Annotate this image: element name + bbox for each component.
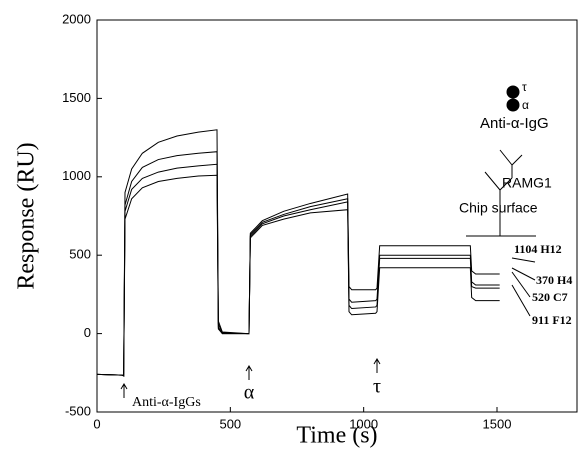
- x-tick-label: 1000: [349, 416, 378, 431]
- annotation: α: [522, 98, 529, 112]
- series-label: 370 H4: [536, 273, 572, 287]
- series-label: 1104 H12: [514, 242, 562, 256]
- annotation: τ: [373, 376, 381, 398]
- series-label: 911 F12: [532, 313, 572, 327]
- series-line: [96, 151, 500, 377]
- annotation: Anti-α-IgG: [480, 115, 549, 132]
- y-tick-label: 500: [69, 247, 91, 262]
- annotation: τ: [522, 80, 527, 94]
- y-tick-label: 1500: [62, 90, 91, 105]
- y-axis-label: Response (RU): [14, 142, 40, 289]
- annotation: RAMG1: [502, 175, 552, 191]
- y-tick-label: 0: [84, 325, 91, 340]
- series-label: 520 C7: [532, 290, 568, 304]
- series-line: [96, 129, 500, 377]
- series-line: [96, 174, 500, 377]
- y-tick-label: 2000: [62, 11, 91, 26]
- annotation: α: [244, 382, 255, 404]
- y-tick-label: 1000: [62, 168, 91, 183]
- inset-diagram: [466, 85, 536, 237]
- label-arrows: [511, 257, 536, 317]
- annotation: Anti-α-IgGs: [132, 395, 201, 410]
- x-tick-label: 1500: [483, 416, 512, 431]
- y-tick-label: -500: [65, 403, 91, 418]
- plot-frame: [96, 19, 578, 413]
- x-tick-label: 0: [93, 416, 100, 431]
- x-axis-label: Time (s): [296, 423, 377, 449]
- annotation: Chip surface: [459, 200, 538, 216]
- x-tick-label: 500: [219, 416, 241, 431]
- injection-arrows: [120, 358, 381, 398]
- series-line: [96, 163, 500, 377]
